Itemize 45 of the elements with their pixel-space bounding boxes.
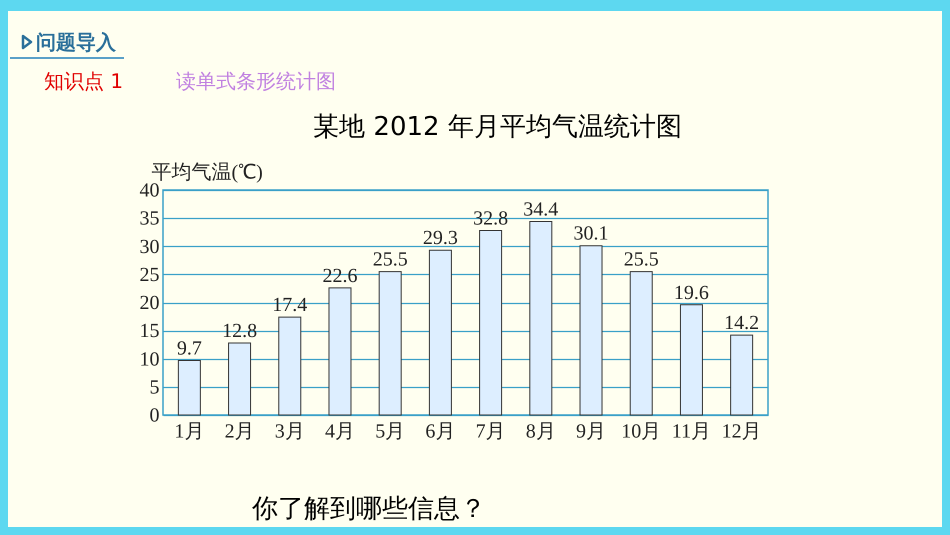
y-tick-label: 0	[150, 404, 160, 426]
text: 知识点 1	[44, 68, 124, 95]
data-label: 25.5	[624, 248, 659, 271]
bar	[228, 342, 252, 416]
x-tick-label: 1月	[174, 420, 204, 442]
data-label: 14.2	[724, 312, 760, 334]
text: 你了解到哪些信息？	[252, 493, 486, 526]
y-tick-label: 25	[140, 264, 160, 286]
x-tick-label: 10月	[621, 420, 662, 442]
x-tick-label: 8月	[526, 420, 556, 442]
x-tick-label: 11月	[672, 420, 712, 442]
bar	[730, 334, 754, 416]
bar	[479, 230, 502, 416]
x-tick-label: 5月	[375, 420, 406, 442]
x-tick-label: 9月	[576, 420, 606, 442]
y-tick-label: 15	[140, 320, 160, 342]
bar	[278, 316, 302, 416]
bar	[428, 250, 452, 416]
data-label: 29.3	[422, 227, 458, 250]
data-label: 25.5	[372, 248, 408, 271]
y-tick-label: 30	[140, 236, 160, 258]
x-tick-label: 4月	[324, 420, 355, 442]
x-tick-label: 2月	[224, 420, 255, 442]
chart-title: 某地 2012 年月平均气温统计图	[313, 112, 682, 142]
text: 问题导入	[36, 29, 116, 56]
text: 读单式条形统计图	[176, 68, 336, 95]
y-tick-label: 10	[140, 348, 160, 370]
bar	[630, 271, 653, 416]
y-tick-label: 35	[140, 208, 160, 230]
bar	[529, 221, 552, 416]
y-tick-label: 20	[140, 292, 160, 314]
bar	[580, 245, 603, 416]
data-label: 9.7	[176, 337, 202, 360]
bar	[178, 360, 201, 416]
x-tick-label: 3月	[274, 420, 305, 442]
data-label: 30.1	[574, 222, 609, 245]
x-tick-label: 7月	[476, 420, 506, 442]
x-tick-label: 12月	[722, 420, 762, 442]
x-tick-label: 6月	[425, 420, 456, 442]
bar	[680, 304, 703, 416]
bar	[328, 287, 352, 416]
bar	[378, 271, 402, 416]
y-tick-label: 5	[150, 376, 160, 398]
data-label: 19.6	[674, 282, 709, 304]
data-label: 34.4	[523, 198, 558, 220]
